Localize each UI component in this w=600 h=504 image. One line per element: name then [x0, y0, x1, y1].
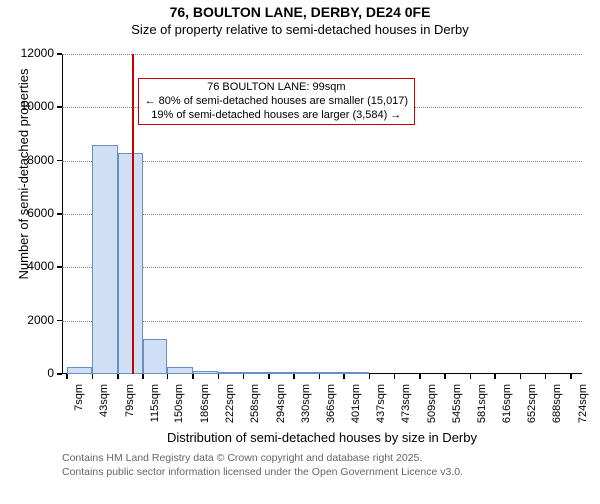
x-tick-label: 7sqm: [73, 384, 85, 444]
histogram-bar: [193, 371, 218, 374]
y-tick-label: 10000: [4, 99, 54, 113]
marker-line: [132, 54, 134, 374]
x-tick-label: 115sqm: [149, 384, 161, 444]
histogram-bar: [243, 372, 268, 374]
y-tick-label: 2000: [4, 313, 54, 327]
x-tick: [545, 374, 547, 379]
y-tick: [57, 106, 62, 108]
credits: Contains HM Land Registry data © Crown c…: [62, 452, 463, 479]
x-tick: [570, 374, 572, 379]
gridline: [62, 54, 582, 55]
y-tick-label: 8000: [4, 153, 54, 167]
x-tick: [268, 374, 270, 379]
y-tick-label: 4000: [4, 259, 54, 273]
x-tick: [343, 374, 345, 379]
x-tick-label: 150sqm: [173, 384, 185, 444]
chart-subtitle: Size of property relative to semi-detach…: [0, 22, 600, 37]
x-tick: [470, 374, 472, 379]
x-tick-label: 724sqm: [577, 384, 589, 444]
x-tick: [117, 374, 119, 379]
x-tick-label: 43sqm: [98, 384, 110, 444]
histogram-bar: [344, 372, 369, 374]
x-tick-label: 330sqm: [300, 384, 312, 444]
x-tick-label: 294sqm: [275, 384, 287, 444]
x-tick-label: 688sqm: [551, 384, 563, 444]
y-tick-label: 6000: [4, 206, 54, 220]
chart-container: 76, BOULTON LANE, DERBY, DE24 0FE Size o…: [0, 4, 600, 504]
x-tick-label: 509sqm: [426, 384, 438, 444]
x-tick-label: 401sqm: [350, 384, 362, 444]
annotation-line-3: 19% of semi-detached houses are larger (…: [145, 109, 409, 123]
histogram-bar: [67, 367, 92, 374]
x-tick-label: 581sqm: [476, 384, 488, 444]
y-tick-label: 0: [4, 366, 54, 380]
x-tick-label: 366sqm: [325, 384, 337, 444]
chart-title: 76, BOULTON LANE, DERBY, DE24 0FE: [0, 4, 600, 20]
x-tick: [494, 374, 496, 379]
annotation-line-1: 76 BOULTON LANE: 99sqm: [145, 81, 409, 95]
x-tick-label: 258sqm: [249, 384, 261, 444]
credits-line-1: Contains HM Land Registry data © Crown c…: [62, 452, 463, 466]
histogram-bar: [218, 372, 243, 374]
y-tick: [57, 373, 62, 375]
x-tick-label: 652sqm: [526, 384, 538, 444]
x-tick-label: 79sqm: [124, 384, 136, 444]
x-tick: [142, 374, 144, 379]
y-axis-label: Number of semi-detached properties: [16, 14, 31, 334]
x-tick: [92, 374, 94, 379]
x-tick: [444, 374, 446, 379]
credits-line-2: Contains public sector information licen…: [62, 466, 463, 480]
y-tick-label: 12000: [4, 46, 54, 60]
y-tick: [57, 160, 62, 162]
histogram-bar: [319, 372, 344, 374]
y-tick: [57, 266, 62, 268]
x-tick-label: 186sqm: [199, 384, 211, 444]
x-tick: [419, 374, 421, 379]
x-tick: [167, 374, 169, 379]
x-tick: [293, 374, 295, 379]
x-tick: [369, 374, 371, 379]
y-tick: [57, 213, 62, 215]
x-tick: [319, 374, 321, 379]
histogram-bar: [118, 153, 143, 374]
histogram-bar: [294, 372, 319, 374]
x-tick: [66, 374, 68, 379]
histogram-bar: [92, 145, 117, 374]
x-tick: [520, 374, 522, 379]
x-tick-label: 437sqm: [375, 384, 387, 444]
x-tick: [394, 374, 396, 379]
x-tick: [243, 374, 245, 379]
annotation-line-2: ← 80% of semi-detached houses are smalle…: [145, 95, 409, 109]
x-tick: [218, 374, 220, 379]
y-tick: [57, 320, 62, 322]
histogram-bar: [143, 339, 168, 374]
annotation-box: 76 BOULTON LANE: 99sqm ← 80% of semi-det…: [138, 78, 416, 125]
x-tick-label: 545sqm: [451, 384, 463, 444]
x-tick-label: 616sqm: [501, 384, 513, 444]
histogram-bar: [269, 372, 294, 374]
y-tick: [57, 53, 62, 55]
x-tick: [192, 374, 194, 379]
histogram-bar: [167, 367, 192, 374]
x-tick-label: 222sqm: [224, 384, 236, 444]
x-tick-label: 473sqm: [400, 384, 412, 444]
